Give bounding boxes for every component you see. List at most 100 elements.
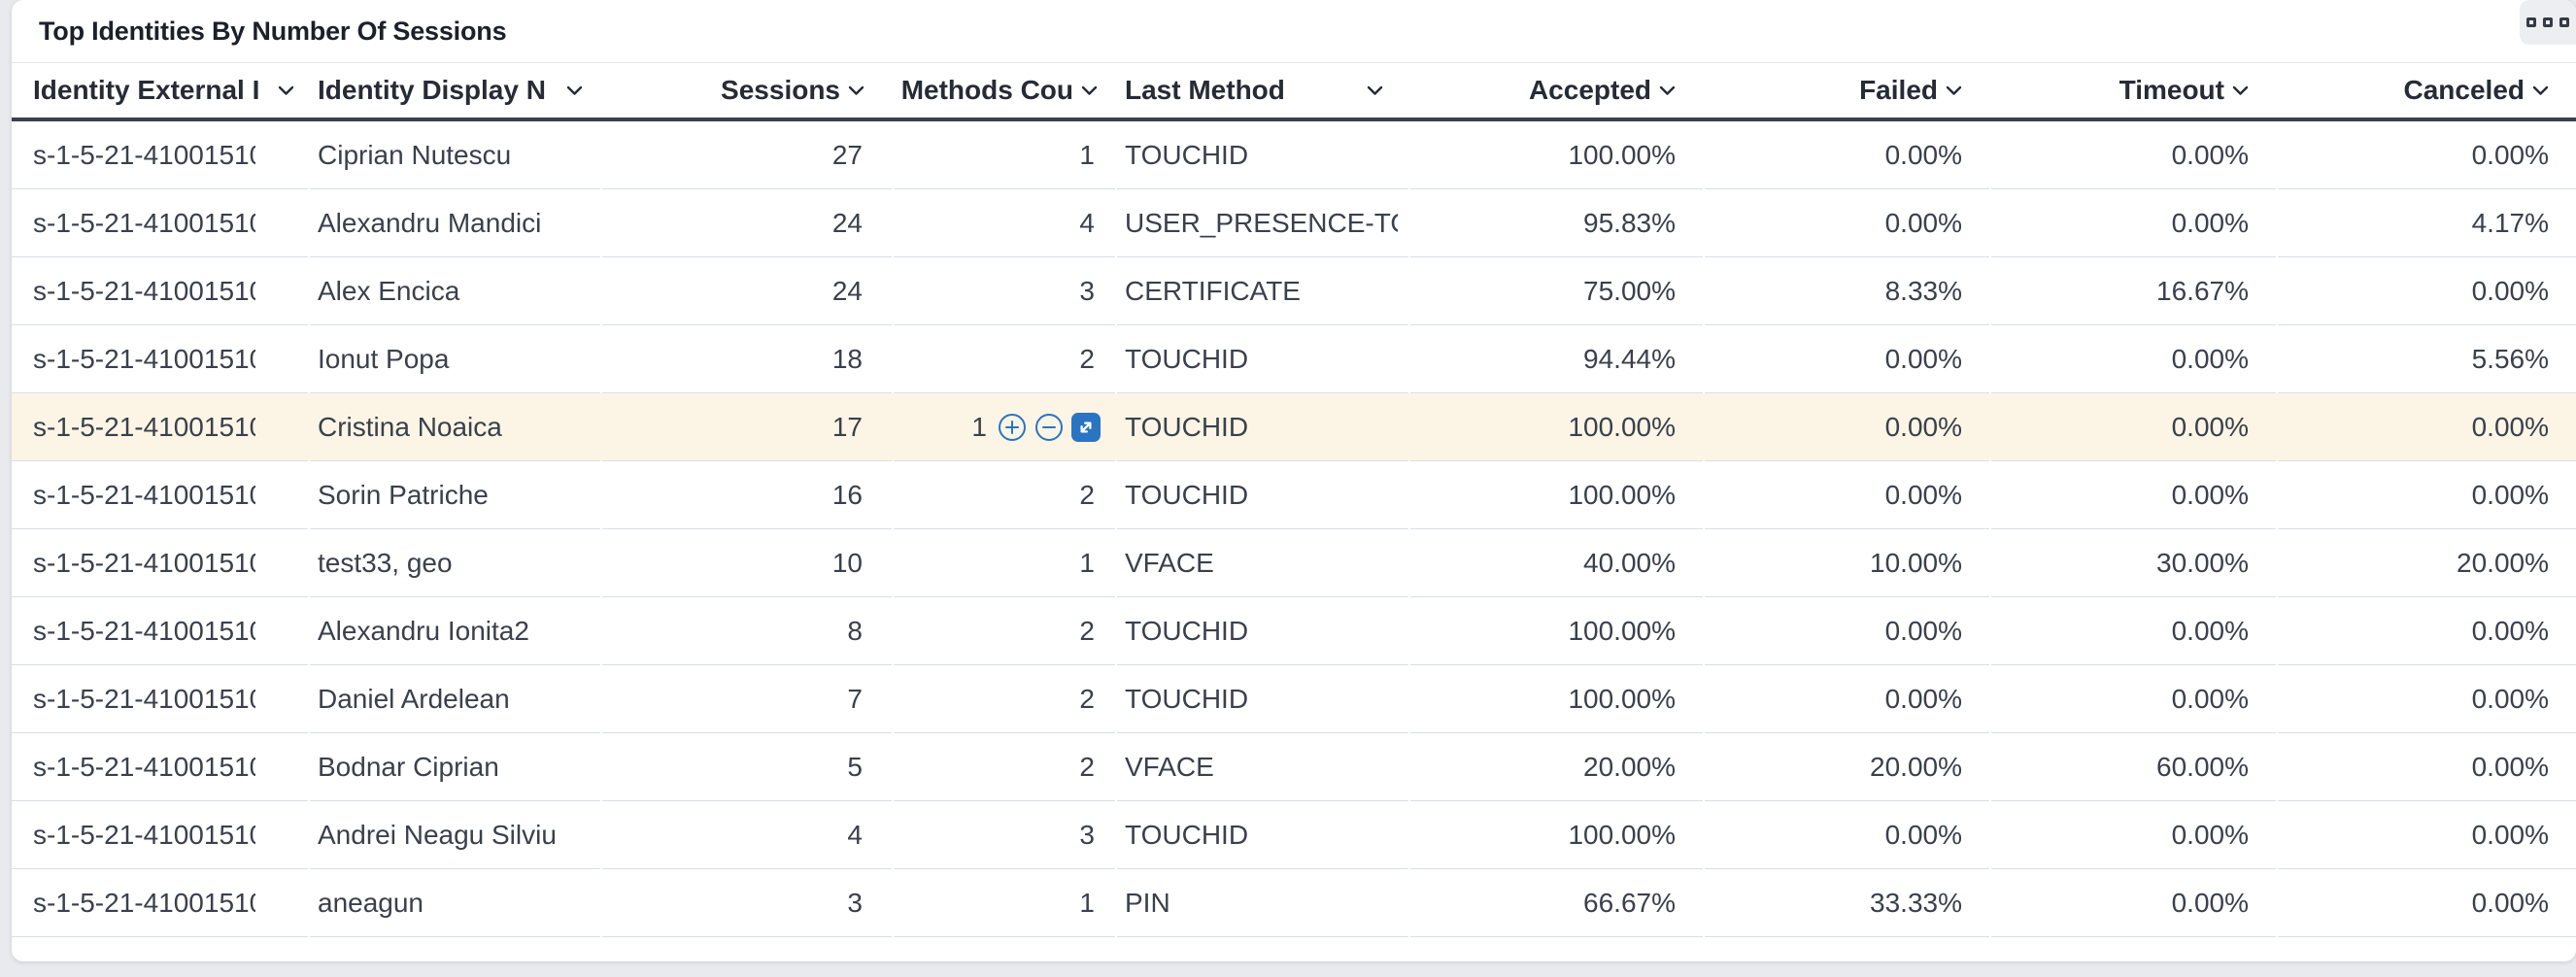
cell-value: 75.00% bbox=[1583, 275, 1676, 306]
cell-failed: 10.00% bbox=[1705, 529, 1989, 597]
cell-accepted: 40.00% bbox=[1410, 529, 1703, 597]
cell-value: 1 bbox=[1079, 547, 1095, 578]
cell-methods-count: 2 bbox=[894, 325, 1115, 393]
column-header-timeout[interactable]: Timeout bbox=[1991, 63, 2276, 118]
cell-identity-external-id: s-1-5-21-41001510 bbox=[12, 325, 308, 393]
cell-identity-external-id: s-1-5-21-41001510 bbox=[12, 665, 308, 733]
cell-value: TOUCHID bbox=[1125, 819, 1249, 850]
panel-header: Top Identities By Number Of Sessions bbox=[12, 0, 2576, 63]
chevron-down-icon bbox=[1659, 84, 1676, 96]
expand-cell-button[interactable] bbox=[1071, 412, 1101, 442]
cell-value: 0.00% bbox=[2471, 479, 2549, 510]
cell-canceled: 0.00% bbox=[2278, 257, 2576, 325]
cell-identity-display-name: test33, geo bbox=[310, 529, 600, 597]
column-header-label: Accepted bbox=[1528, 75, 1651, 105]
panel-options-button[interactable] bbox=[2520, 0, 2576, 45]
cell-sessions: 4 bbox=[602, 801, 892, 869]
cell-accepted: 100.00% bbox=[1410, 801, 1703, 869]
table-row: s-1-5-21-41001510 test33, geo 10 1 VFACE 40.0… bbox=[12, 529, 2576, 597]
cell-identity-display-name: Andrei Neagu Silviu bbox=[310, 801, 600, 869]
cell-canceled: 20.00% bbox=[2278, 529, 2576, 597]
cell-canceled: 0.00% bbox=[2278, 869, 2576, 937]
top-identities-panel: Top Identities By Number Of Sessions Ide… bbox=[12, 0, 2576, 961]
cell-value: 10.00% bbox=[1870, 547, 1962, 578]
cell-value: 5 bbox=[847, 751, 863, 782]
cell-identity-display-name: Ionut Popa bbox=[310, 325, 600, 393]
cell-last-method: TOUCHID bbox=[1117, 665, 1408, 733]
column-header-identity-display-name[interactable]: Identity Display N bbox=[310, 63, 600, 118]
cell-value: 100.00% bbox=[1568, 615, 1676, 646]
cell-methods-count: 2 bbox=[894, 597, 1115, 665]
column-header-sessions[interactable]: Sessions bbox=[602, 63, 892, 118]
cell-value: s-1-5-21-41001510 bbox=[33, 615, 255, 646]
filter-out-value-button[interactable] bbox=[1034, 413, 1064, 442]
cell-identity-display-name: aneagun bbox=[310, 869, 600, 937]
cell-sessions: 17 bbox=[602, 393, 892, 461]
cell-value: 8.33% bbox=[1884, 275, 1962, 306]
table-row: s-1-5-21-41001510 Daniel Ardelean 7 2 TOUCHI… bbox=[12, 665, 2576, 733]
cell-value: 18 bbox=[831, 343, 863, 374]
cell-value: VFACE bbox=[1125, 751, 1214, 782]
cell-value: 0.00% bbox=[2171, 683, 2249, 714]
cell-value: 1 bbox=[1079, 887, 1095, 918]
cell-value: 1 bbox=[1079, 139, 1095, 170]
chevron-down-icon bbox=[2532, 84, 2549, 96]
column-header-label: Timeout bbox=[2118, 75, 2224, 105]
column-header-accepted[interactable]: Accepted bbox=[1410, 63, 1703, 118]
cell-value: 0.00% bbox=[2171, 819, 2249, 850]
cell-value: 24 bbox=[831, 275, 863, 306]
cell-failed: 20.00% bbox=[1705, 733, 1989, 801]
cell-timeout: 0.00% bbox=[1991, 801, 2276, 869]
cell-value: 7 bbox=[847, 683, 863, 714]
cell-value: 20.00% bbox=[1583, 751, 1676, 782]
cell-value: 16.67% bbox=[2156, 275, 2249, 306]
table-row: s-1-5-21-41001510 Ionut Popa 18 2 TOUCHID 94.… bbox=[12, 325, 2576, 393]
column-header-canceled[interactable]: Canceled bbox=[2278, 63, 2576, 118]
cell-value: 0.00% bbox=[2471, 615, 2549, 646]
filter-for-value-button[interactable] bbox=[998, 413, 1027, 442]
identities-table: Identity External I Identity Display N Ses… bbox=[12, 63, 2576, 937]
cell-sessions: 3 bbox=[602, 869, 892, 937]
plus-circle-icon bbox=[998, 413, 1027, 442]
cell-failed: 8.33% bbox=[1705, 257, 1989, 325]
cell-value: Alex Encica bbox=[318, 275, 460, 306]
column-header-identity-external-id[interactable]: Identity External I bbox=[12, 63, 308, 118]
cell-identity-external-id: s-1-5-21-41001510 bbox=[12, 121, 308, 189]
cell-last-method: CERTIFICATE bbox=[1117, 257, 1408, 325]
cell-canceled: 0.00% bbox=[2278, 801, 2576, 869]
cell-failed: 0.00% bbox=[1705, 665, 1989, 733]
cell-value: 66.67% bbox=[1583, 887, 1676, 918]
squares-menu-icon bbox=[2526, 17, 2536, 27]
cell-value: 0.00% bbox=[1884, 683, 1962, 714]
cell-value: 0.00% bbox=[1884, 819, 1962, 850]
cell-value: 24 bbox=[831, 207, 863, 238]
cell-last-method: TOUCHID bbox=[1117, 597, 1408, 665]
table-row: s-1-5-21-41001510 Bodnar Ciprian 5 2 VFACE 20… bbox=[12, 733, 2576, 801]
expand-icon bbox=[1071, 412, 1101, 442]
cell-timeout: 0.00% bbox=[1991, 121, 2276, 189]
cell-methods-count: 1 bbox=[894, 529, 1115, 597]
cell-value: 27 bbox=[831, 139, 863, 170]
cell-timeout: 0.00% bbox=[1991, 461, 2276, 529]
cell-identity-external-id: s-1-5-21-41001510 bbox=[12, 461, 308, 529]
column-header-last-method[interactable]: Last Method bbox=[1117, 63, 1408, 118]
column-header-label: Sessions bbox=[721, 75, 840, 105]
cell-last-method: TOUCHID bbox=[1117, 121, 1408, 189]
cell-accepted: 20.00% bbox=[1410, 733, 1703, 801]
column-header-failed[interactable]: Failed bbox=[1705, 63, 1989, 118]
cell-value: 16 bbox=[831, 479, 863, 510]
cell-value: 0.00% bbox=[1884, 139, 1962, 170]
column-header-methods-count[interactable]: Methods Cou bbox=[894, 63, 1115, 118]
table-row: s-1-5-21-41001510 Cristina Noaica 17 1 TOUCH… bbox=[12, 393, 2576, 461]
cell-value: 0.00% bbox=[2471, 887, 2549, 918]
cell-identity-external-id: s-1-5-21-41001510 bbox=[12, 189, 308, 257]
cell-timeout: 0.00% bbox=[1991, 189, 2276, 257]
cell-last-method: PIN bbox=[1117, 869, 1408, 937]
cell-value: 0.00% bbox=[2471, 411, 2549, 442]
cell-value: USER_PRESENCE-TO bbox=[1125, 207, 1398, 238]
chevron-down-icon bbox=[1946, 84, 1962, 96]
cell-value: TOUCHID bbox=[1125, 479, 1249, 510]
table-row: s-1-5-21-41001510 Sorin Patriche 16 2 TOUCHI… bbox=[12, 461, 2576, 529]
cell-sessions: 24 bbox=[602, 189, 892, 257]
chevron-down-icon bbox=[1081, 84, 1098, 96]
